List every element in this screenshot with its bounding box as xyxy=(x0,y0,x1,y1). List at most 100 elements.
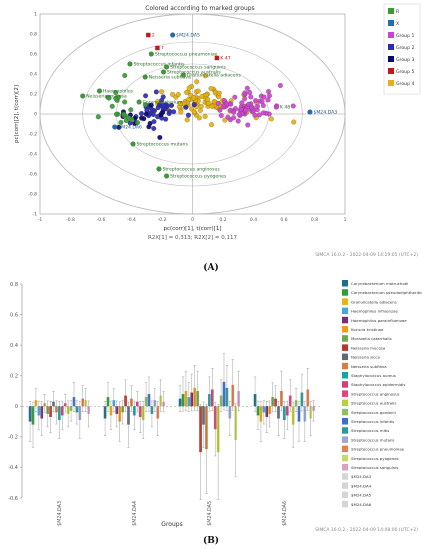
legend-label: Haemophilus influenzae xyxy=(351,309,398,314)
scatter-point xyxy=(261,94,267,100)
chart-title: Colored according to marked groups xyxy=(145,5,254,12)
scatter-point xyxy=(185,112,191,118)
legend-swatch xyxy=(342,408,348,416)
scatter-point xyxy=(208,122,214,128)
scatter-point xyxy=(217,107,223,113)
scatter-point xyxy=(236,111,242,117)
scatter-point xyxy=(184,117,190,123)
legend-swatch xyxy=(342,454,348,462)
legend-swatch xyxy=(388,8,394,14)
x-tick-label: 0.4 xyxy=(250,217,257,223)
scatter-point xyxy=(196,115,202,121)
y-tick-label: 0.2 xyxy=(30,92,37,98)
x-tick-label: 0.2 xyxy=(219,217,226,223)
point-label: Granulicatella adiacens xyxy=(187,73,242,79)
legend-label: Corynebacterium pseudodiphtheriticum xyxy=(351,290,422,295)
point-label: $M24.DA3 xyxy=(313,110,337,116)
scatter-point xyxy=(183,104,189,110)
legend-label: Neisseria mucosa xyxy=(351,345,386,350)
scatter-point xyxy=(218,112,224,118)
legend-label: Staphylococcus epidermidis xyxy=(351,382,405,387)
marker-point xyxy=(307,109,313,115)
legend-swatch xyxy=(342,390,348,397)
scatter-point xyxy=(95,114,101,120)
scatter-point xyxy=(122,99,128,105)
scatter-point xyxy=(291,119,297,125)
marker-point xyxy=(112,124,118,130)
legend-swatch xyxy=(388,56,394,62)
point-label: 7 xyxy=(161,46,164,52)
scatter-point xyxy=(253,98,259,104)
y-tick-label: -0.6 xyxy=(8,496,18,502)
scatter-point xyxy=(178,109,184,115)
y-tick-label: -1 xyxy=(33,212,38,218)
legend-label: Streptococcus pneumoniae xyxy=(351,447,405,452)
legend-swatch xyxy=(342,289,348,296)
software-footer: SIMCA 16.0.2 - 2022-04-09 14:08:00 (UTC+… xyxy=(315,527,418,533)
legend-swatch xyxy=(342,298,348,305)
legend-label: Neisseria sicca xyxy=(351,355,381,360)
scatter-point xyxy=(153,89,159,95)
x-tick-label: -1 xyxy=(38,217,43,223)
legend-swatch xyxy=(342,500,348,508)
scatter-point xyxy=(191,109,197,115)
point-label: K 48 xyxy=(280,105,290,111)
scatter-point xyxy=(290,103,296,109)
scatter-point xyxy=(122,73,128,79)
scatter-point xyxy=(175,92,181,98)
scatter-point xyxy=(232,106,238,112)
legend-swatch xyxy=(388,80,394,86)
scatter-point xyxy=(184,89,190,95)
marker-point xyxy=(164,173,170,179)
scatter-point xyxy=(148,102,154,108)
y-axis-label: pc(corr)[2], t(corr)[2] xyxy=(14,85,20,143)
scatter-point xyxy=(205,96,211,102)
marker-point xyxy=(148,51,154,57)
scatter-point xyxy=(177,100,183,106)
scatter-point xyxy=(266,93,272,99)
scatter-point xyxy=(135,120,141,126)
marker-point xyxy=(161,69,167,75)
scatter-point xyxy=(243,107,249,113)
legend-label: Staphylococcus aureus xyxy=(351,373,396,378)
y-tick-label: -0.6 xyxy=(28,172,37,178)
scatter-point xyxy=(268,116,274,122)
scatter-point xyxy=(232,94,238,100)
point-label: Haemophilus xyxy=(103,89,134,95)
scatter-point xyxy=(197,107,203,113)
marker-point xyxy=(96,88,102,94)
legend-swatch xyxy=(388,32,394,38)
x-tick-label: 0.6 xyxy=(280,217,287,223)
scatter-point xyxy=(256,112,262,118)
legend-label: X xyxy=(396,21,399,27)
legend-swatch xyxy=(342,436,348,443)
scatter-point xyxy=(260,110,266,116)
scatter-point xyxy=(247,89,253,95)
panel-label-b: (B) xyxy=(202,536,220,546)
y-tick-label: 0.6 xyxy=(30,52,37,58)
legend-swatch xyxy=(342,418,348,425)
point-label: 2 xyxy=(152,33,155,39)
scatter-point xyxy=(170,91,176,97)
category-label: $M24.DA6 xyxy=(282,501,288,526)
scatter-point xyxy=(157,134,163,140)
scatter-point xyxy=(266,89,272,95)
point-label: Streptococcus infantis xyxy=(133,62,185,68)
legend-label: Streptococcus gordonii xyxy=(351,410,396,415)
legend-swatch xyxy=(342,445,348,453)
scatter-point xyxy=(225,114,231,120)
legend-label: Group 3 xyxy=(396,57,414,63)
legend-swatch xyxy=(342,344,348,351)
scatter-point xyxy=(106,95,112,101)
scatter-point xyxy=(245,122,251,128)
y-tick-label: 0.4 xyxy=(10,343,18,349)
y-tick-label: 0.8 xyxy=(30,32,37,38)
scatter-point xyxy=(215,100,221,106)
scatter-point xyxy=(163,116,169,122)
marker-point xyxy=(214,55,220,61)
point-label: K 47 xyxy=(220,56,230,62)
point-label: $M24.DA5 xyxy=(176,33,200,39)
scatter-point xyxy=(235,118,241,124)
legend-swatch xyxy=(342,491,348,499)
marker-point xyxy=(155,45,160,51)
